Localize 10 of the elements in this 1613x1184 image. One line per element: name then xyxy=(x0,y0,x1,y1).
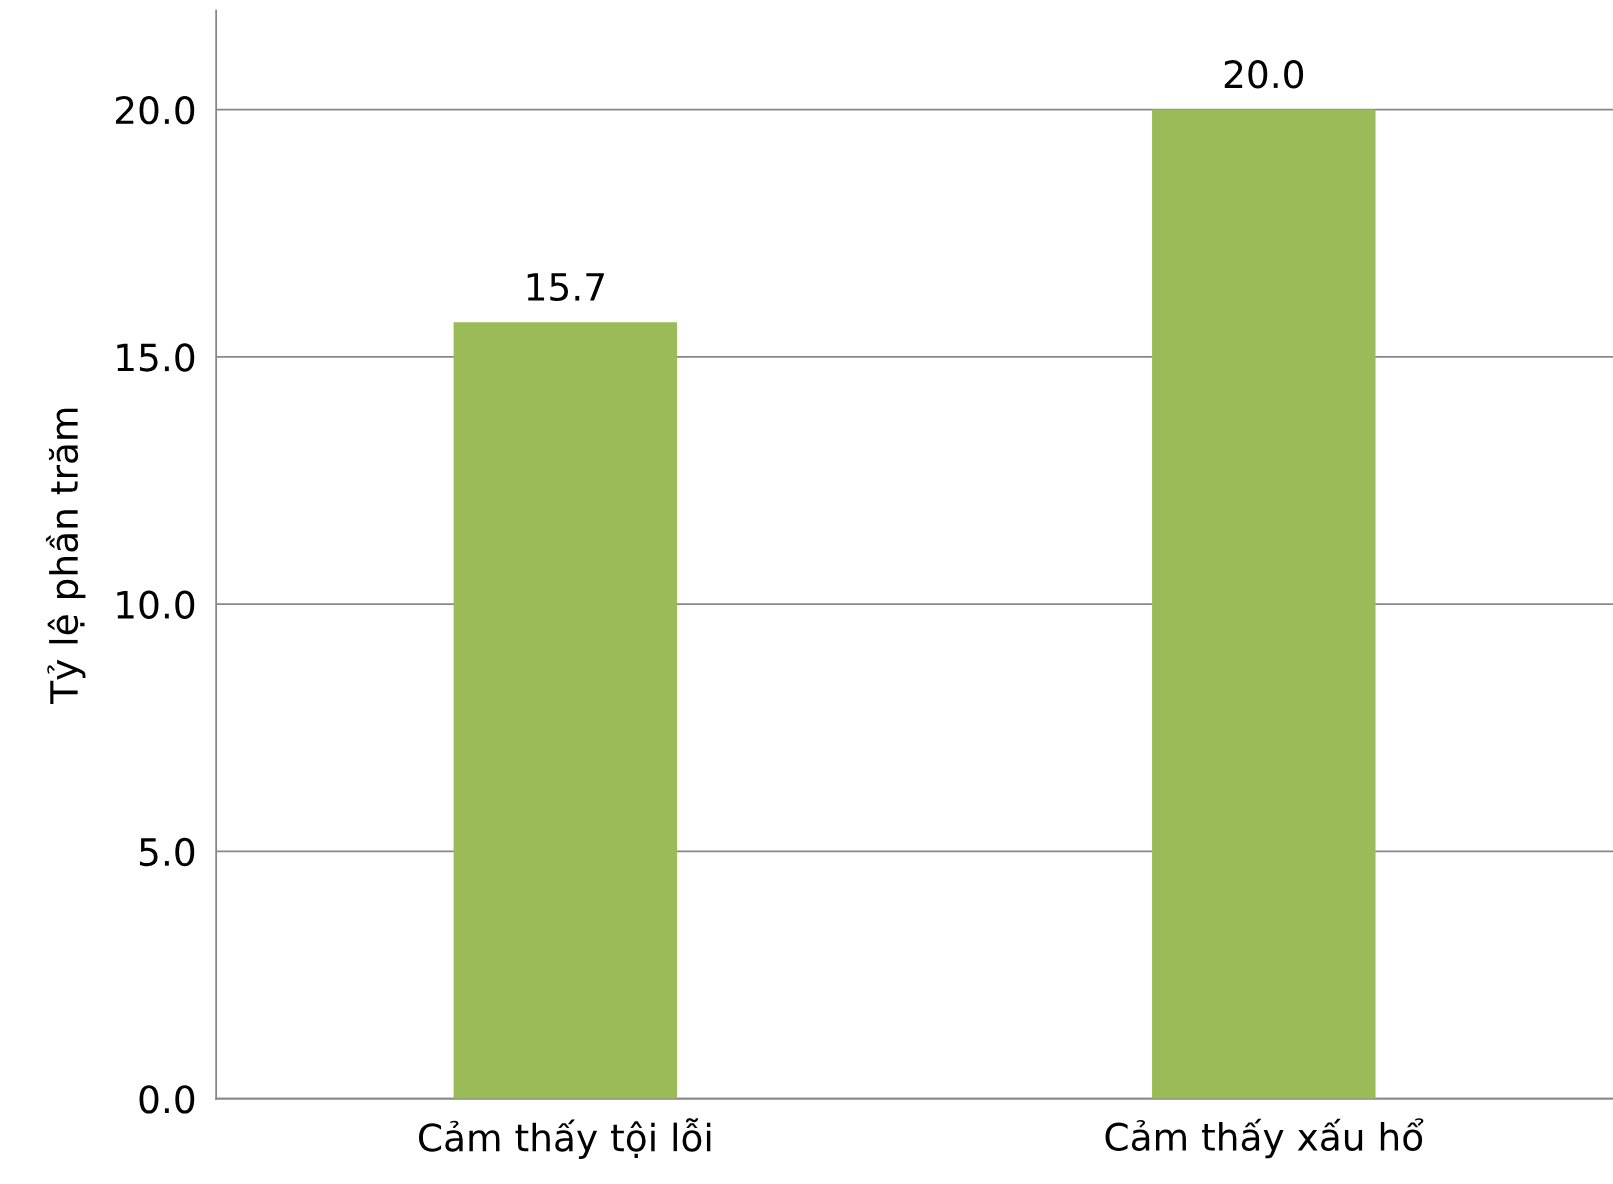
y-tick-label: 20.0 xyxy=(115,95,195,125)
y-axis-title: Tỷ lệ phần trăm xyxy=(45,408,86,704)
x-tick-label: Cảm thấy xấu hổ xyxy=(1105,1118,1424,1159)
data-label: 15.7 xyxy=(527,273,604,302)
y-tick-label: 5.0 xyxy=(139,837,195,867)
y-tick-label: 0.0 xyxy=(139,1085,195,1114)
x-tick-label: Cảm thấy tội lỗi xyxy=(418,1118,711,1159)
y-tick-label: 15.0 xyxy=(117,343,195,372)
y-tick-label: 10.0 xyxy=(117,590,195,619)
data-label: 20.0 xyxy=(1224,60,1304,89)
